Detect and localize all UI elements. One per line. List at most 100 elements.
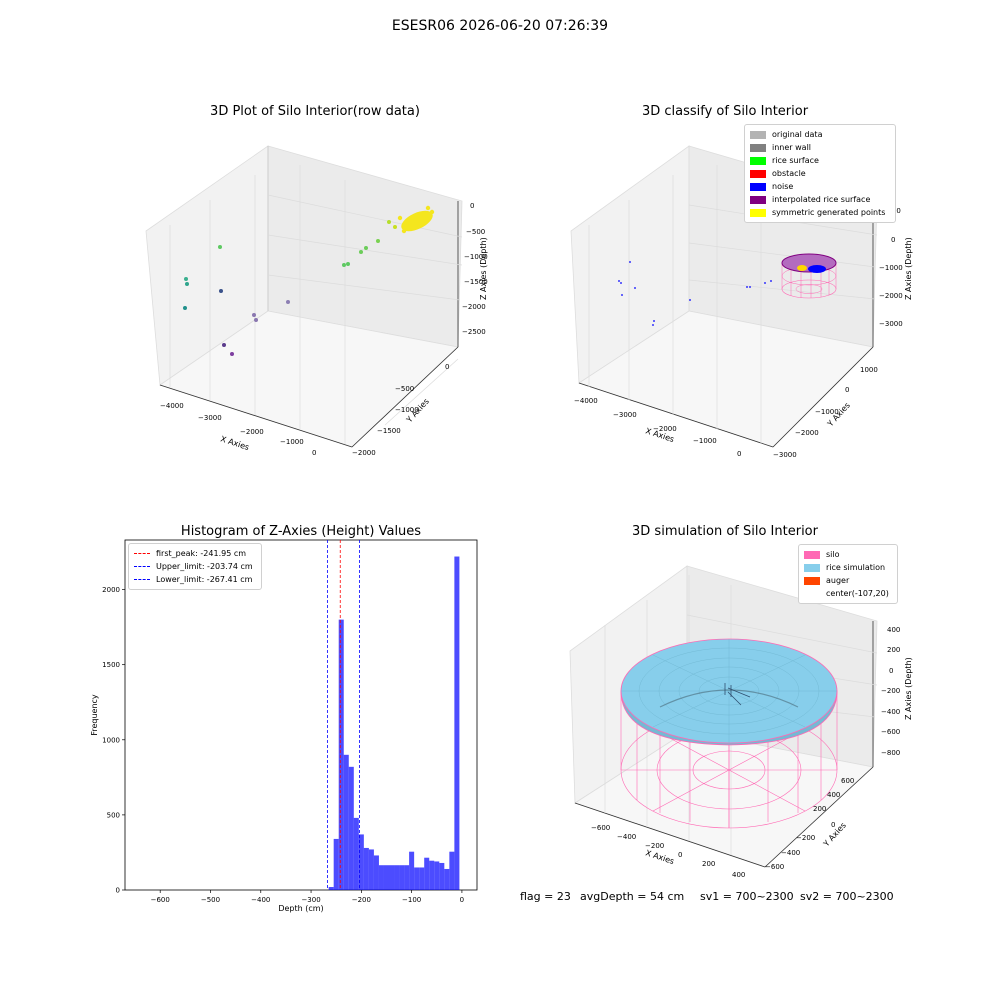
classify-3d-panes — [570, 145, 878, 448]
histogram-bar — [434, 861, 440, 890]
raw-xtick: −4000 — [160, 402, 184, 410]
legend-item: inner wall — [750, 141, 890, 154]
legend-swatch — [750, 169, 766, 178]
histogram-bar — [363, 847, 369, 890]
legend-label: inner wall — [772, 143, 812, 152]
classify-ztick: −3000 — [879, 320, 903, 328]
raw-ytick: −1000 — [395, 406, 419, 414]
simulation-legend: silo rice simulation auger center(-107,2… — [798, 544, 898, 604]
histogram-bar — [343, 754, 349, 890]
raw-ztick: −1500 — [464, 278, 488, 286]
histogram-xlabel: Depth (cm) — [278, 904, 323, 913]
classify-zlabel: Z Axies (Depth) — [904, 237, 913, 300]
sv2-text: sv2 = 700~2300 — [800, 890, 894, 903]
classify-xtick: −3000 — [613, 411, 637, 419]
histogram-ytick-label: 500 — [107, 811, 120, 819]
legend-swatch — [750, 156, 766, 165]
legend-label: rice surface — [772, 156, 819, 165]
classify-ytick: −3000 — [773, 451, 797, 459]
raw-ztick: −500 — [466, 228, 485, 236]
legend-swatch — [750, 182, 766, 191]
histogram-bar — [338, 619, 344, 890]
simulation-plot-title: 3D simulation of Silo Interior — [632, 524, 818, 539]
legend-item: interpolated rice surface — [750, 193, 890, 206]
legend-line — [134, 579, 150, 580]
histogram-xtick-label: −200 — [352, 896, 371, 904]
raw-3d-ticks: −4000 −3000 −2000 −1000 0 0 −500 −1000 −… — [160, 202, 488, 457]
legend-item: silo — [804, 548, 892, 561]
raw-ytick: −2000 — [352, 449, 376, 457]
raw-xtick: −2000 — [240, 428, 264, 436]
histogram-legend: first_peak: -241.95 cm Upper_limit: -203… — [128, 543, 262, 590]
legend-item: rice surface — [750, 154, 890, 167]
histogram-xtick-label: −400 — [251, 896, 270, 904]
histogram-bar — [383, 865, 389, 890]
classify-ztick: 0 — [891, 236, 895, 244]
classify-ytick: −1000 — [815, 408, 839, 416]
histogram-xtick-label: −100 — [402, 896, 421, 904]
legend-item: rice simulation — [804, 561, 892, 574]
simulation-xtick: 400 — [732, 871, 745, 879]
simulation-ztick: 0 — [889, 667, 893, 675]
classify-ytick: −2000 — [795, 429, 819, 437]
histogram-xtick-label: 0 — [460, 896, 464, 904]
histogram-bar — [454, 556, 460, 890]
legend-label: auger — [826, 576, 850, 585]
histogram-bar — [389, 865, 395, 890]
classify-ytick: 0 — [845, 386, 849, 394]
raw-ytick: −1500 — [377, 427, 401, 435]
histogram-bar — [394, 865, 400, 890]
histogram-bar — [348, 766, 354, 890]
raw-xlabel: X Axies — [219, 434, 250, 452]
histogram-bar — [328, 886, 334, 890]
classify-plot-title: 3D classify of Silo Interior — [641, 104, 809, 119]
legend-label: center(-107,20) — [826, 589, 889, 598]
sv1-text: sv1 = 700~2300 — [700, 890, 794, 903]
histogram-bar — [399, 865, 405, 890]
classify-ytick: 1000 — [860, 366, 878, 374]
histogram-bar — [424, 857, 430, 890]
raw-ytick: 0 — [445, 363, 449, 371]
histogram-vlines — [327, 540, 360, 890]
legend-swatch — [804, 563, 820, 572]
histogram-bar — [449, 851, 455, 890]
legend-item: center(-107,20) — [804, 587, 892, 600]
classify-ztick: −2000 — [879, 292, 903, 300]
histogram-bar — [373, 855, 379, 890]
legend-item: symmetric generated points — [750, 206, 890, 219]
legend-swatch — [804, 576, 820, 585]
legend-line — [134, 553, 150, 554]
simulation-ztick: 200 — [887, 646, 900, 654]
simulation-xtick: −400 — [617, 833, 636, 841]
legend-label: obstacle — [772, 169, 806, 178]
legend-item: first_peak: -241.95 cm — [134, 547, 256, 560]
histogram-ytick-label: 0 — [116, 887, 120, 895]
histogram-bar — [409, 851, 415, 890]
histogram-bars — [328, 556, 460, 890]
classify-noise-points — [618, 261, 772, 326]
legend-item: obstacle — [750, 167, 890, 180]
histogram-frame — [124, 539, 478, 891]
simulation-ytick: 400 — [827, 791, 840, 799]
classify-xtick: 0 — [737, 450, 741, 458]
simulation-ytick: −400 — [781, 849, 800, 857]
simulation-xlabel: X Axies — [644, 848, 675, 866]
simulation-xtick: −200 — [645, 842, 664, 850]
legend-label: first_peak: -241.95 cm — [156, 549, 247, 558]
legend-label: interpolated rice surface — [772, 195, 871, 204]
simulation-rice-surface — [620, 638, 838, 746]
simulation-zlabel: Z Axies (Depth) — [904, 657, 913, 720]
raw-3d-points — [183, 205, 435, 356]
simulation-ztick: −800 — [881, 749, 900, 757]
legend-label: symmetric generated points — [772, 208, 886, 217]
histogram-bar — [414, 867, 420, 890]
raw-ztick: −2000 — [462, 303, 486, 311]
histogram-bar — [439, 862, 445, 890]
flag-text: flag = 23 — [520, 890, 571, 903]
legend-item: noise — [750, 180, 890, 193]
histogram-ytick-label: 2000 — [102, 586, 120, 594]
simulation-ztick: −600 — [881, 728, 900, 736]
histogram-xtick-label: −300 — [301, 896, 320, 904]
legend-item: Upper_limit: -203.74 cm — [134, 560, 256, 573]
histogram-ytick-label: 1500 — [102, 661, 120, 669]
